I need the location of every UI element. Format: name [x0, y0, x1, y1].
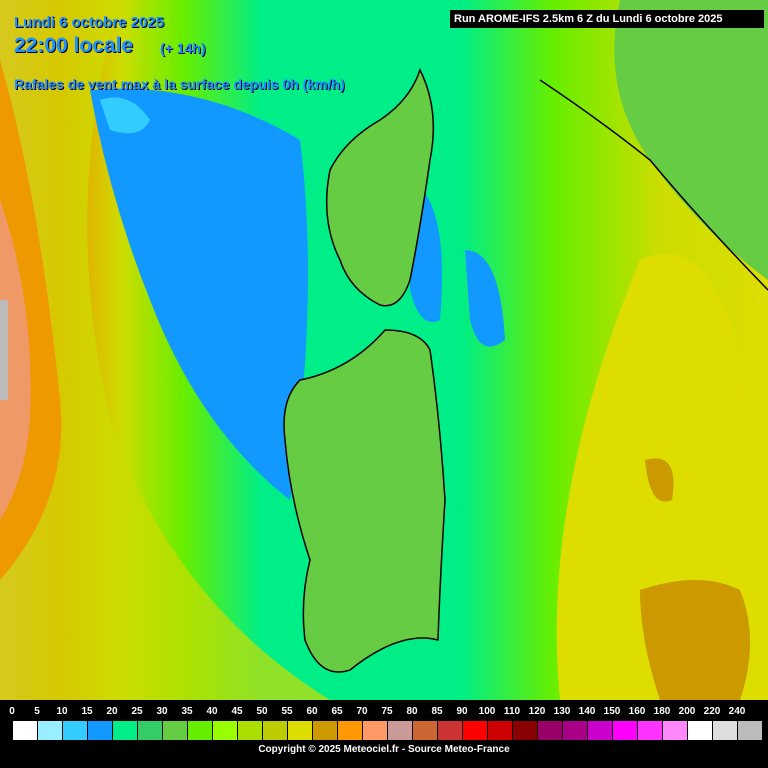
legend-label: 110 — [503, 706, 521, 717]
legend-swatch — [387, 720, 413, 741]
legend-label: 160 — [628, 706, 646, 717]
legend-swatch — [687, 720, 713, 741]
legend-swatch — [437, 720, 463, 741]
date: Lundi 6 octobre 2025 — [14, 14, 165, 31]
parameter: Rafales de vent max à la surface depuis … — [14, 76, 345, 92]
legend-label: 55 — [281, 706, 293, 717]
legend-label: 65 — [331, 706, 343, 717]
legend-swatch — [337, 720, 363, 741]
legend-label: 15 — [81, 706, 93, 717]
lead-time: (+ 14h) — [160, 40, 206, 56]
legend-swatch — [112, 720, 138, 741]
legend-swatch — [737, 720, 763, 741]
time: 22:00 locale — [14, 34, 134, 57]
legend-swatch — [212, 720, 238, 741]
legend-label: 180 — [653, 706, 671, 717]
legend-swatch — [512, 720, 538, 741]
legend-swatch — [637, 720, 663, 741]
legend-swatch — [137, 720, 163, 741]
legend-label: 50 — [256, 706, 268, 717]
legend-label: 10 — [56, 706, 68, 717]
legend-label: 200 — [678, 706, 696, 717]
legend-label: 5 — [34, 706, 40, 717]
legend-swatch — [662, 720, 688, 741]
legend-label: 80 — [406, 706, 418, 717]
legend-swatch — [162, 720, 188, 741]
legend-label: 120 — [528, 706, 546, 717]
legend-label: 140 — [578, 706, 596, 717]
legend-label: 0 — [9, 706, 15, 717]
run-info: Run AROME-IFS 2.5km 6 Z du Lundi 6 octob… — [450, 10, 764, 28]
legend-label: 100 — [478, 706, 496, 717]
copyright: Copyright © 2025 Meteociel.fr - Source M… — [258, 744, 510, 755]
legend-swatch — [712, 720, 738, 741]
legend-swatch — [12, 720, 38, 741]
legend-swatch — [287, 720, 313, 741]
legend-swatch — [312, 720, 338, 741]
legend-label: 70 — [356, 706, 368, 717]
legend-swatch — [187, 720, 213, 741]
legend: Copyright © 2025 Meteociel.fr - Source M… — [0, 700, 768, 768]
legend-label: 240 — [728, 706, 746, 717]
legend-swatch — [587, 720, 613, 741]
legend-label: 20 — [106, 706, 118, 717]
legend-swatch — [612, 720, 638, 741]
legend-swatch — [462, 720, 488, 741]
legend-swatch — [362, 720, 388, 741]
legend-swatch — [62, 720, 88, 741]
legend-swatch — [37, 720, 63, 741]
legend-swatch — [262, 720, 288, 741]
legend-label: 40 — [206, 706, 218, 717]
legend-swatch — [237, 720, 263, 741]
legend-label: 75 — [381, 706, 393, 717]
legend-swatch — [562, 720, 588, 741]
legend-label: 60 — [306, 706, 318, 717]
legend-swatch — [537, 720, 563, 741]
legend-label: 130 — [553, 706, 571, 717]
legend-label: 25 — [131, 706, 143, 717]
legend-label: 90 — [456, 706, 468, 717]
legend-label: 150 — [603, 706, 621, 717]
legend-label: 30 — [156, 706, 168, 717]
legend-swatch — [487, 720, 513, 741]
legend-label: 45 — [231, 706, 243, 717]
legend-swatch — [87, 720, 113, 741]
legend-label: 35 — [181, 706, 193, 717]
legend-label: 85 — [431, 706, 443, 717]
legend-swatch — [412, 720, 438, 741]
legend-label: 220 — [703, 706, 721, 717]
